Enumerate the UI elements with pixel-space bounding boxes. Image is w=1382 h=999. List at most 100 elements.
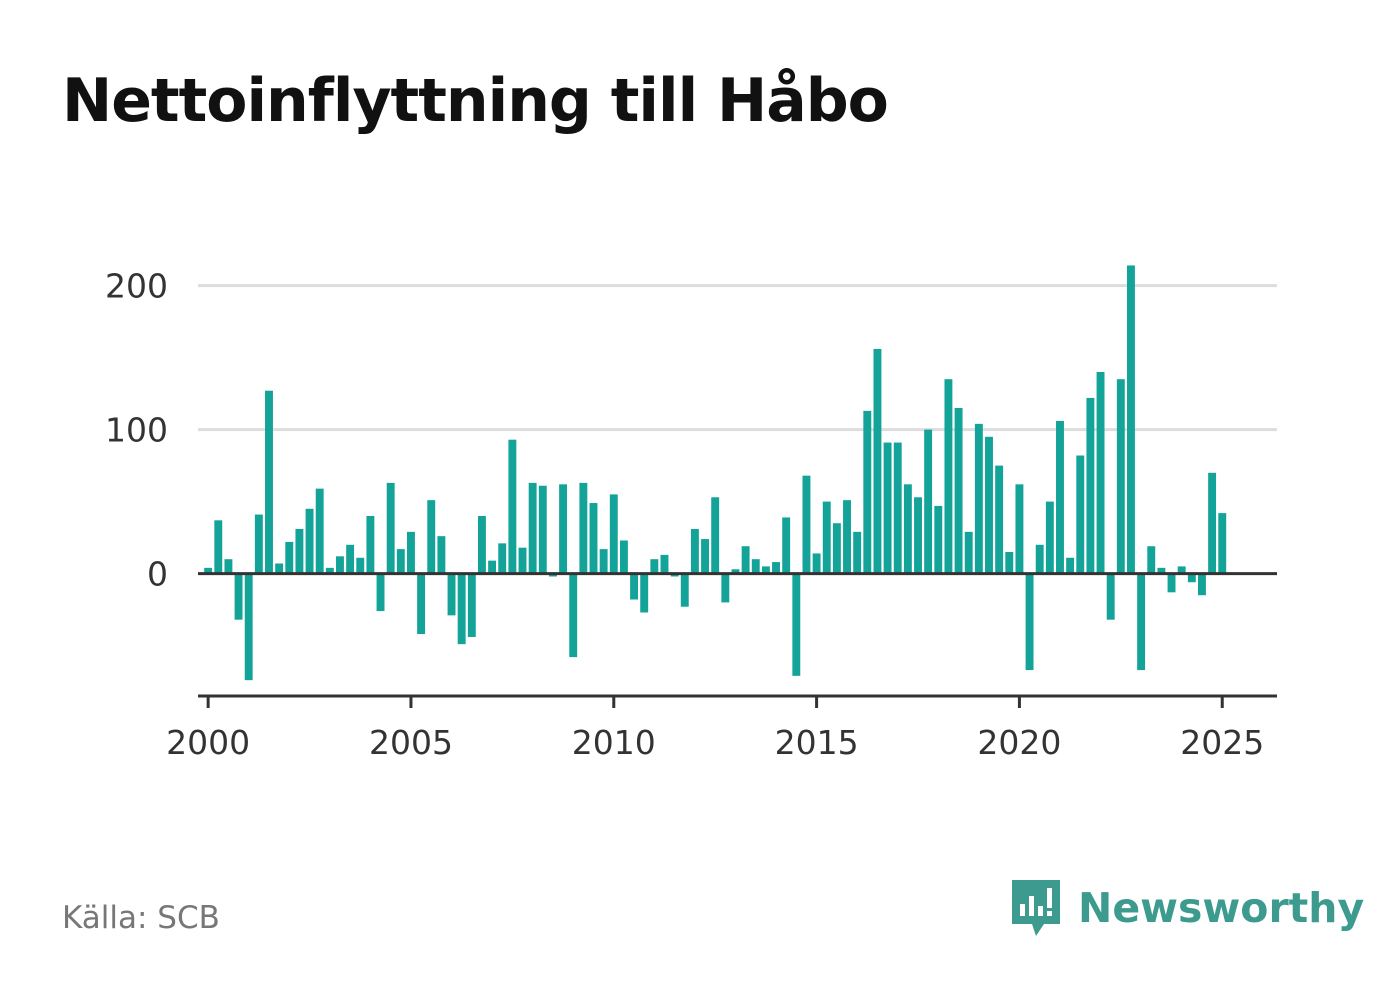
bar-2000-Q4 xyxy=(234,573,243,620)
bar-2001-Q2 xyxy=(254,514,263,574)
bar-2012-Q2 xyxy=(701,539,710,574)
y-tick-label: 100 xyxy=(105,411,168,450)
bar-2002-Q1 xyxy=(285,541,294,574)
bar-2001-Q3 xyxy=(265,390,273,574)
bar-2014-Q2 xyxy=(782,517,791,574)
bar-2020-Q1 xyxy=(1015,484,1024,574)
bar-2022-Q1 xyxy=(1096,372,1105,574)
bar-2009-Q3 xyxy=(589,503,598,574)
bar-2024-Q1 xyxy=(1177,566,1186,574)
brand-logo[interactable]: Newsworthy xyxy=(1010,878,1364,938)
bar-2008-Q4 xyxy=(559,484,568,574)
bar-2021-Q2 xyxy=(1066,557,1075,574)
bar-2002-Q4 xyxy=(315,488,324,574)
bar-2021-Q4 xyxy=(1086,397,1095,574)
bar-2009-Q2 xyxy=(579,482,588,574)
bar-2001-Q4 xyxy=(275,563,284,574)
bar-2002-Q3 xyxy=(305,508,314,574)
bar-2011-Q4 xyxy=(680,573,689,607)
chart-title: Nettoinflyttning till Håbo xyxy=(62,66,889,136)
bar-2004-Q4 xyxy=(396,549,405,574)
bar-2012-Q4 xyxy=(721,573,730,603)
bar-2017-Q3 xyxy=(914,497,922,574)
bar-2018-Q3 xyxy=(954,408,963,574)
bars xyxy=(204,265,1227,681)
bar-2015-Q1 xyxy=(812,553,821,574)
x-tick-label: 2010 xyxy=(572,723,656,762)
bar-2022-Q4 xyxy=(1127,265,1135,574)
bar-2022-Q3 xyxy=(1116,379,1125,574)
grid-lines xyxy=(198,284,1277,432)
x-tick-label: 2020 xyxy=(977,723,1061,762)
y-tick-label: 0 xyxy=(147,555,168,594)
bar-2023-Q4 xyxy=(1167,573,1176,593)
bar-2017-Q1 xyxy=(893,442,902,574)
bar-2017-Q2 xyxy=(903,484,912,574)
bar-2004-Q1 xyxy=(366,516,375,574)
bar-2000-Q2 xyxy=(214,520,223,574)
bar-2004-Q2 xyxy=(376,573,385,612)
bar-2015-Q3 xyxy=(832,523,841,574)
bar-2013-Q4 xyxy=(761,566,770,574)
bar-2019-Q3 xyxy=(995,465,1004,574)
bar-2007-Q4 xyxy=(518,547,527,574)
bar-2019-Q4 xyxy=(1005,552,1014,574)
bar-2010-Q3 xyxy=(630,573,639,600)
axes xyxy=(198,572,1277,708)
bar-2019-Q2 xyxy=(985,436,993,574)
bar-2012-Q3 xyxy=(711,497,720,574)
y-tick-label: 200 xyxy=(105,267,168,306)
bar-2016-Q4 xyxy=(883,442,892,574)
bar-2024-Q2 xyxy=(1187,573,1196,583)
bar-2012-Q1 xyxy=(690,528,699,574)
bar-2007-Q1 xyxy=(488,560,497,574)
bar-2016-Q3 xyxy=(873,348,882,574)
x-tick-label: 2000 xyxy=(166,723,250,762)
bar-2023-Q3 xyxy=(1157,567,1166,574)
bar-2005-Q4 xyxy=(437,536,446,574)
brand-name: Newsworthy xyxy=(1078,884,1365,932)
bar-2013-Q2 xyxy=(741,546,750,574)
bar-2018-Q2 xyxy=(944,379,953,574)
bar-2019-Q1 xyxy=(974,423,983,574)
bar-2009-Q4 xyxy=(599,549,608,574)
bar-2024-Q4 xyxy=(1208,472,1217,574)
bar-2021-Q3 xyxy=(1076,455,1085,574)
tick-labels: 0 100 200 2000 2005 2010 2015 2020 2025 xyxy=(105,267,1264,762)
bar-2006-Q1 xyxy=(447,573,456,616)
bar-2009-Q1 xyxy=(569,573,578,658)
bar-2023-Q2 xyxy=(1147,546,1156,574)
bar-2008-Q1 xyxy=(528,482,537,574)
x-tick-label: 2015 xyxy=(775,723,859,762)
bar-2005-Q1 xyxy=(407,531,415,574)
bar-2014-Q3 xyxy=(792,573,801,676)
x-tick-label: 2025 xyxy=(1180,723,1264,762)
newsworthy-logo-icon xyxy=(1012,880,1060,936)
bar-2002-Q2 xyxy=(295,528,304,574)
bar-2007-Q2 xyxy=(498,543,507,574)
bar-2006-Q3 xyxy=(467,573,476,637)
bar-2013-Q1 xyxy=(731,569,740,574)
bar-2000-Q1 xyxy=(204,567,213,574)
bar-2020-Q2 xyxy=(1025,573,1034,671)
bar-2013-Q3 xyxy=(751,559,760,574)
bar-2005-Q3 xyxy=(427,500,436,574)
bar-2014-Q1 xyxy=(772,562,780,574)
bar-2005-Q2 xyxy=(417,573,426,635)
bar-2003-Q2 xyxy=(336,556,344,574)
bar-2017-Q4 xyxy=(924,429,933,574)
bar-2016-Q1 xyxy=(853,531,862,574)
bar-2010-Q4 xyxy=(640,573,649,613)
bar-2003-Q3 xyxy=(346,544,355,574)
bar-2025-Q1 xyxy=(1218,513,1227,574)
bar-2018-Q4 xyxy=(964,531,973,574)
bar-2003-Q4 xyxy=(356,557,365,574)
bar-2008-Q2 xyxy=(538,485,547,574)
bar-2000-Q3 xyxy=(224,559,233,574)
bar-2003-Q1 xyxy=(325,567,334,574)
bar-2015-Q2 xyxy=(822,501,831,574)
bar-2011-Q1 xyxy=(650,559,659,574)
x-tick-label: 2005 xyxy=(369,723,453,762)
bar-2007-Q3 xyxy=(508,439,517,574)
